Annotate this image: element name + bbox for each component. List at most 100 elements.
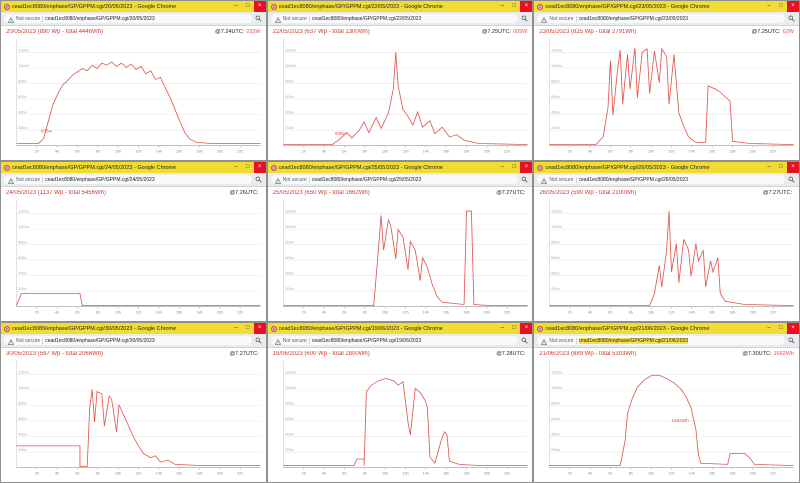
svg-text:4h: 4h xyxy=(588,149,592,153)
minimize-button[interactable]: – xyxy=(500,325,504,331)
svg-text:16h: 16h xyxy=(709,471,715,475)
window-titlebar[interactable]: cead1ec8080/enphase/GP/GPPM.cgi/23/05/20… xyxy=(534,1,799,12)
minimize-button[interactable]: – xyxy=(500,164,504,170)
maximize-button[interactable]: □ xyxy=(245,325,250,331)
minimize-button[interactable]: – xyxy=(233,325,238,331)
svg-text:1662Wh: 1662Wh xyxy=(672,418,690,423)
svg-text:14h: 14h xyxy=(689,310,695,314)
close-button[interactable]: × xyxy=(520,162,533,173)
svg-text:1000w: 1000w xyxy=(285,386,296,390)
minimize-button[interactable]: – xyxy=(767,325,771,331)
minimize-button[interactable]: – xyxy=(233,3,238,9)
zoom-icon[interactable] xyxy=(254,337,263,344)
address-bar[interactable]: Not secure cead1ec8080/enphase/GP/GPPM.c… xyxy=(270,14,519,23)
svg-text:200w: 200w xyxy=(285,448,294,452)
svg-text:8h: 8h xyxy=(362,310,366,314)
close-button[interactable]: × xyxy=(253,1,266,12)
svg-text:20h: 20h xyxy=(217,149,223,153)
site-favicon-icon xyxy=(4,325,10,332)
url-text[interactable]: cead1ec8080/enphase/GP/GPPM.cgi/20/05/20… xyxy=(45,15,155,22)
url-text[interactable]: cead1ec8080/enphase/GP/GPPM.cgi/19/06/20… xyxy=(311,337,422,344)
utc-readout: @7.26UTC: xyxy=(230,190,261,196)
window-titlebar[interactable]: cead1ec8080/enphase/GP/GPPM.cgi/21/06/20… xyxy=(534,323,799,334)
svg-text:16h: 16h xyxy=(176,310,182,314)
zoom-icon[interactable] xyxy=(254,176,263,183)
svg-text:8h: 8h xyxy=(96,471,100,475)
window-titlebar[interactable]: cead1ec8080/enphase/GP/GPPM.cgi/22/05/20… xyxy=(267,1,533,12)
close-button[interactable]: × xyxy=(786,162,799,173)
svg-text:20h: 20h xyxy=(483,471,489,475)
url-text[interactable]: cead1ec8080/enphase/GP/GPPM.cgi/23/05/20… xyxy=(578,15,689,22)
svg-text:12h: 12h xyxy=(135,310,141,314)
close-button[interactable]: × xyxy=(786,1,799,12)
zoom-icon[interactable] xyxy=(787,176,796,183)
url-text[interactable]: cead1ec8080/enphase/GP/GPPM.cgi/24/05/20… xyxy=(45,176,155,183)
zoom-icon[interactable] xyxy=(787,15,796,22)
window-titlebar[interactable]: cead1ec8080/enphase/GP/GPPM.cgi/30/05/20… xyxy=(1,323,266,334)
utc-readout: @7.27UTC: xyxy=(230,351,261,357)
zoom-icon[interactable] xyxy=(254,15,263,22)
address-bar[interactable]: Not secure cead1ec8080/enphase/GP/GPPM.c… xyxy=(270,336,519,345)
maximize-button[interactable]: □ xyxy=(245,3,250,9)
chart-header: 25/05/2023 (650 Wp - total 1662Wh) xyxy=(272,190,370,196)
address-bar-divider xyxy=(308,337,310,344)
chart-header: 24/05/2023 (1137 Wp - total 5456Wh) xyxy=(6,190,106,196)
chart-header-row: 20/05/2023 (890 Wp - total 4446Wh) @7.24… xyxy=(3,27,264,37)
close-button[interactable]: × xyxy=(786,323,799,334)
zoom-icon[interactable] xyxy=(520,337,529,344)
svg-text:200w: 200w xyxy=(18,287,27,291)
svg-text:800w: 800w xyxy=(551,80,560,84)
svg-text:2h: 2h xyxy=(568,471,572,475)
close-button[interactable]: × xyxy=(520,323,533,334)
address-bar[interactable]: Not secure cead1ec8080/enphase/GP/GPPM.c… xyxy=(4,175,252,184)
svg-text:6h: 6h xyxy=(75,471,79,475)
site-favicon-icon xyxy=(4,164,10,171)
minimize-button[interactable]: – xyxy=(767,3,771,9)
chart-header-row: 22/05/2023 (637 Wp - total 1300Wh) @7.25… xyxy=(270,27,531,37)
svg-text:12h: 12h xyxy=(669,310,675,314)
maximize-button[interactable]: □ xyxy=(779,325,783,331)
svg-text:18h: 18h xyxy=(730,149,736,153)
zoom-icon[interactable] xyxy=(520,15,529,22)
address-bar[interactable]: Not secure cead1ec8080/enphase/GP/GPPM.c… xyxy=(4,14,252,23)
minimize-button[interactable]: – xyxy=(500,3,504,9)
window-titlebar[interactable]: cead1ec8080/enphase/GP/GPPM.cgi/19/06/20… xyxy=(267,323,533,334)
close-button[interactable]: × xyxy=(253,162,266,173)
chart-header: 23/05/2023 (825 Wp - total 2791Wh) xyxy=(539,29,637,35)
utc-label: @7.30UTC: xyxy=(742,351,772,357)
svg-text:20h: 20h xyxy=(750,471,756,475)
window-controls: – □ × xyxy=(763,1,799,12)
zoom-icon[interactable] xyxy=(787,337,796,344)
browser-window: cead1ec8080/enphase/GP/GPPM.cgi/25/05/20… xyxy=(266,161,534,322)
maximize-button[interactable]: □ xyxy=(245,164,250,170)
url-text[interactable]: cead1ec8080/enphase/GP/GPPM.cgi/25/05/20… xyxy=(311,176,422,183)
window-titlebar[interactable]: cead1ec8080/enphase/GP/GPPM.cgi/24/05/20… xyxy=(1,162,266,173)
address-bar[interactable]: Not secure cead1ec8080/enphase/GP/GPPM.c… xyxy=(537,175,785,184)
address-bar[interactable]: Not secure cead1ec8080/enphase/GP/GPPM.c… xyxy=(537,14,785,23)
close-button[interactable]: × xyxy=(253,323,266,334)
close-button[interactable]: × xyxy=(520,1,533,12)
address-bar[interactable]: Not secure cead1ec8080/enphase/GP/GPPM.c… xyxy=(270,175,519,184)
svg-text:1200w: 1200w xyxy=(18,210,29,214)
maximize-button[interactable]: □ xyxy=(512,3,517,9)
window-titlebar[interactable]: cead1ec8080/enphase/GP/GPPM.cgi/26/05/20… xyxy=(534,162,799,173)
maximize-button[interactable]: □ xyxy=(512,325,517,331)
zoom-icon[interactable] xyxy=(520,176,529,183)
maximize-button[interactable]: □ xyxy=(512,164,517,170)
svg-text:6h: 6h xyxy=(342,471,346,475)
maximize-button[interactable]: □ xyxy=(779,3,783,9)
svg-text:2h: 2h xyxy=(568,149,572,153)
url-text[interactable]: cead1ec8080/enphase/GP/GPPM.cgi/21/06/20… xyxy=(578,337,689,344)
browser-toolbar: Not secure cead1ec8080/enphase/GP/GPPM.c… xyxy=(267,173,533,187)
svg-text:200w: 200w xyxy=(551,126,560,130)
url-text[interactable]: cead1ec8080/enphase/GP/GPPM.cgi/22/05/20… xyxy=(311,15,422,22)
minimize-button[interactable]: – xyxy=(233,164,238,170)
window-titlebar[interactable]: cead1ec8080/enphase/GP/GPPM.cgi/25/05/20… xyxy=(267,162,533,173)
url-text[interactable]: cead1ec8080/enphase/GP/GPPM.cgi/30/05/20… xyxy=(45,337,155,344)
minimize-button[interactable]: – xyxy=(767,164,771,170)
url-text[interactable]: cead1ec8080/enphase/GP/GPPM.cgi/26/05/20… xyxy=(578,176,689,183)
maximize-button[interactable]: □ xyxy=(779,164,783,170)
window-titlebar[interactable]: cead1ec8080/enphase/GP/GPPM.cgi/20/05/20… xyxy=(1,1,266,12)
address-bar[interactable]: Not secure cead1ec8080/enphase/GP/GPPM.c… xyxy=(4,336,252,345)
address-bar[interactable]: Not secure cead1ec8080/enphase/GP/GPPM.c… xyxy=(537,336,785,345)
